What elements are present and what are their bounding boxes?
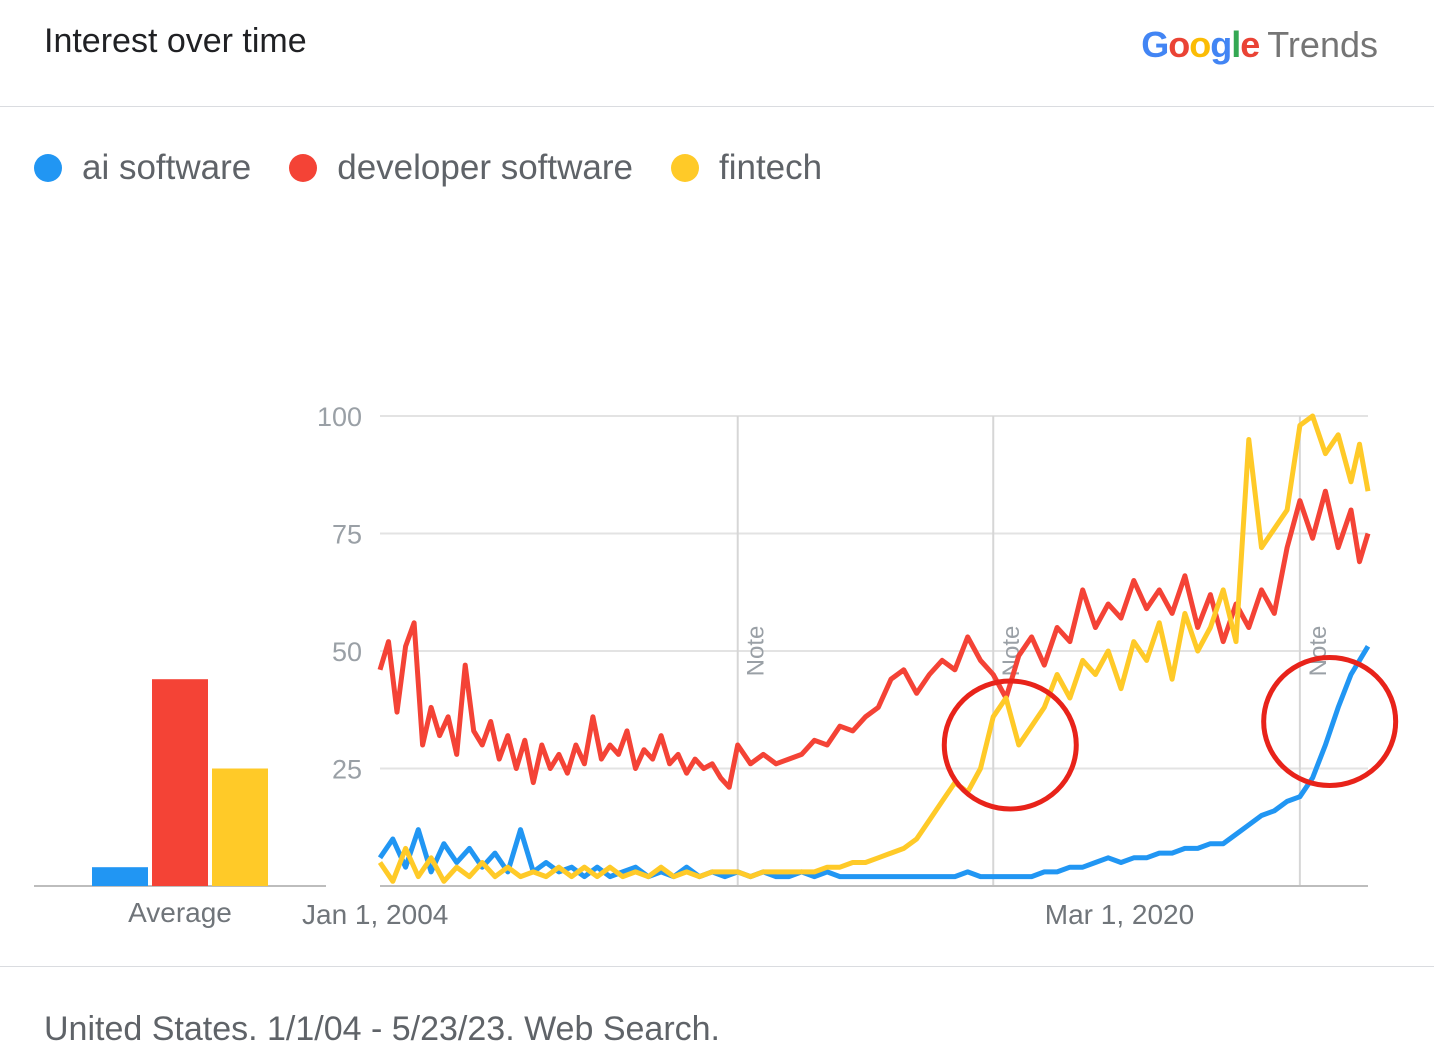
highlight-circle-0 (941, 678, 1079, 812)
google-logo-letter: o (1168, 24, 1190, 65)
series-line-1 (377, 488, 1371, 790)
google-logo: Google (1141, 24, 1260, 65)
legend-dot-developer-software (289, 154, 318, 182)
google-logo-letter: o (1189, 24, 1211, 65)
y-tick-label: 50 (332, 637, 362, 667)
legend-dot-fintech (670, 154, 699, 182)
y-tick-label: 100 (317, 402, 362, 432)
average-bar-1 (152, 679, 208, 886)
average-bar-0 (92, 867, 148, 886)
legend: ai software developer software fintech (34, 148, 860, 188)
note-label: Note (1305, 626, 1332, 677)
header: Interest over time Google Trends (0, 0, 1434, 107)
legend-label: developer software (337, 148, 633, 187)
x-tick-label: Jan 1, 2004 (302, 899, 448, 930)
google-logo-letter: g (1210, 24, 1232, 65)
legend-item-developer-software[interactable]: developer software (289, 148, 633, 188)
series-line-0 (377, 645, 1371, 880)
google-logo-letter: G (1141, 24, 1169, 65)
legend-item-ai-software[interactable]: ai software (34, 148, 251, 188)
google-logo-letter: e (1240, 24, 1260, 65)
x-tick-label: Mar 1, 2020 (1045, 899, 1194, 930)
footer-divider (0, 966, 1434, 967)
note-label: Note (743, 626, 770, 677)
legend-label: ai software (82, 148, 252, 187)
legend-label: fintech (718, 148, 823, 187)
google-logo-letter: l (1231, 24, 1241, 65)
footer-caption: United States. 1/1/04 - 5/23/23. Web Sea… (44, 1010, 720, 1048)
chart-title: Interest over time (44, 22, 307, 60)
y-tick-label: 75 (332, 520, 362, 550)
trends-wordmark: Trends (1267, 24, 1378, 65)
highlight-circle-1 (1261, 655, 1399, 788)
average-label: Average (128, 897, 232, 928)
legend-item-fintech[interactable]: fintech (670, 148, 823, 188)
average-bar-2 (212, 768, 268, 886)
google-trends-logo: Google Trends (1141, 24, 1378, 66)
legend-dot-ai-software (34, 154, 62, 182)
series-line-2 (377, 413, 1371, 884)
y-tick-label: 25 (332, 755, 362, 785)
